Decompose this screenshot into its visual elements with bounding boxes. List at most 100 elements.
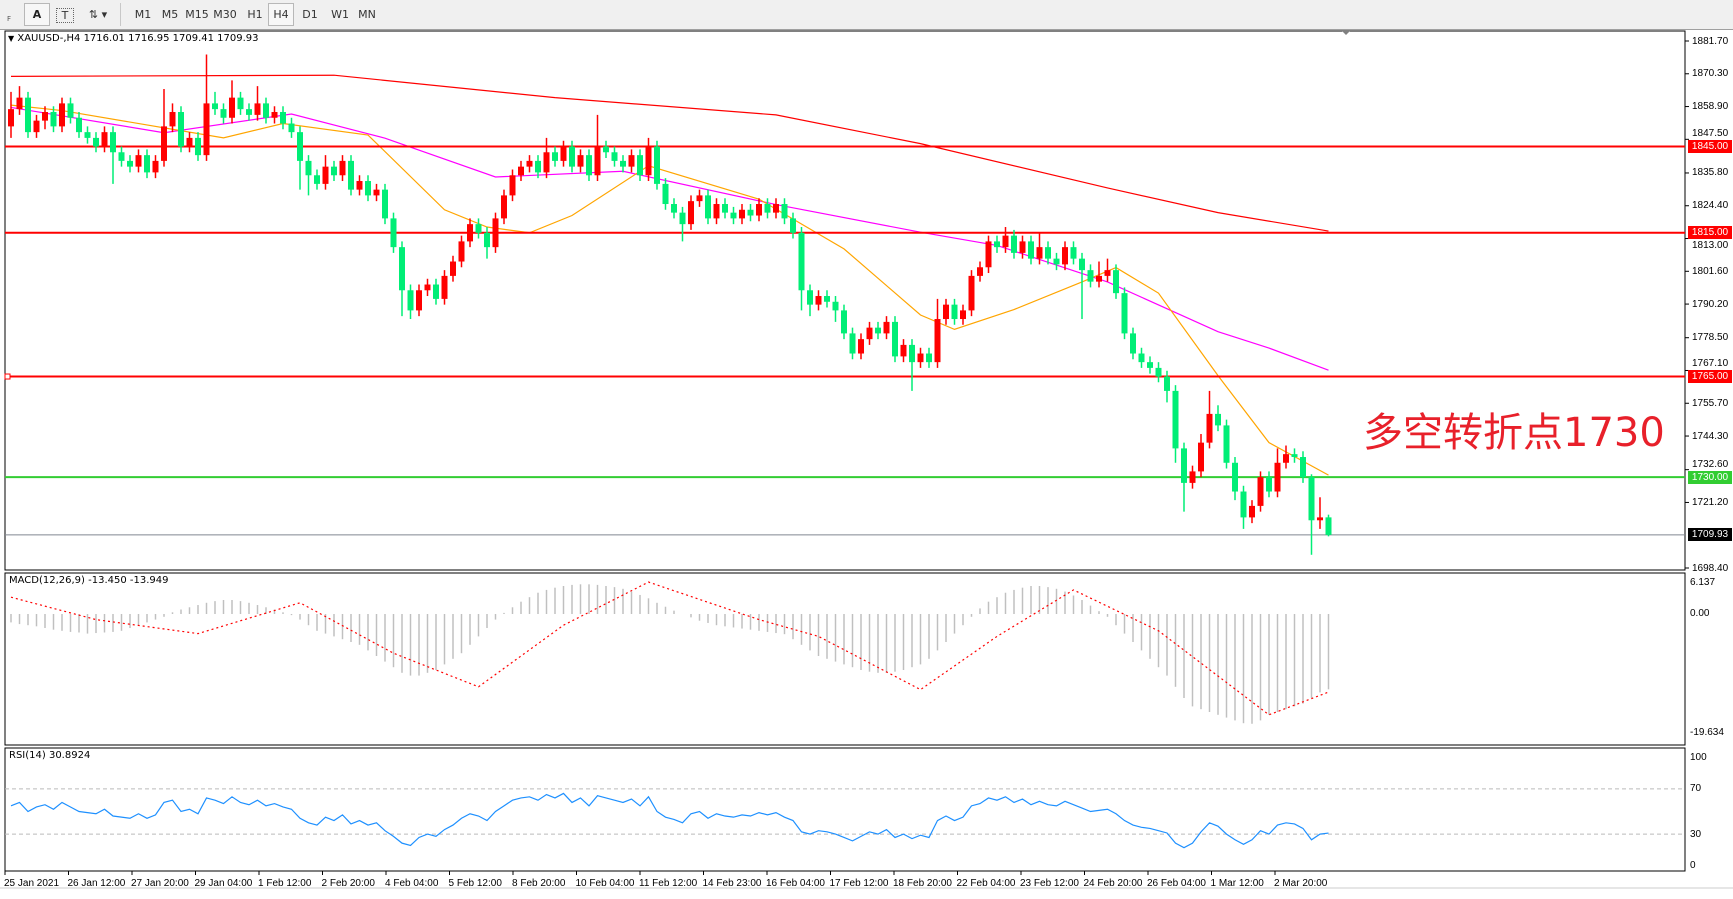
candle-bearish <box>994 241 1000 248</box>
chart-shift-marker-icon[interactable] <box>1342 31 1350 35</box>
candle-bearish <box>1011 235 1017 253</box>
timeframe-mn-button[interactable]: MN <box>358 8 376 21</box>
price-axis-label: 1801.60 <box>1692 265 1729 277</box>
candle-bearish <box>305 160 312 176</box>
candle-bullish <box>373 189 380 196</box>
candle-bullish <box>560 146 567 161</box>
timeframe-d1-button[interactable]: D1 <box>302 8 318 21</box>
candle-bearish <box>433 284 439 299</box>
candle-bullish <box>186 137 193 147</box>
price-axis-label: 1858.90 <box>1692 101 1729 113</box>
dropdown-arrow-icon: ▾ <box>101 8 108 21</box>
rsi-pane-frame <box>4 747 1686 872</box>
level-line-handle[interactable] <box>4 373 11 380</box>
price-axis-label: 1824.40 <box>1692 200 1729 212</box>
candle-bullish <box>501 195 507 219</box>
price-axis-label: 1881.70 <box>1692 35 1729 47</box>
macd-title: MACD(12,26,9) -13.450 -13.949 <box>9 575 169 586</box>
level-price-tag: 1730.00 <box>1688 470 1732 484</box>
candle-bearish <box>824 296 830 302</box>
candle-bullish <box>688 201 694 225</box>
candle-bearish <box>76 117 82 133</box>
candle-bearish <box>586 155 592 176</box>
timeframe-m5-button[interactable]: M5 <box>161 8 179 21</box>
candle-bullish <box>815 296 822 305</box>
timeframe-w1-button[interactable]: W1 <box>331 8 349 21</box>
candle-bearish <box>603 146 609 153</box>
timeframe-h1-button[interactable]: H1 <box>247 8 263 21</box>
candle-bullish <box>1002 235 1009 248</box>
candle-bearish <box>662 183 669 205</box>
candle-bearish <box>569 146 575 167</box>
timeframe-m1-button[interactable]: M1 <box>134 8 152 21</box>
candle-bearish <box>1113 270 1119 294</box>
candle-bearish <box>730 212 737 219</box>
candle-bullish <box>416 290 422 311</box>
rsi-line <box>10 792 1329 849</box>
text-label-tool-button[interactable]: T <box>56 8 74 23</box>
time-axis-label: 16 Feb 04:00 <box>766 878 825 889</box>
candle-bearish <box>535 160 541 173</box>
candle-bearish <box>195 137 201 156</box>
time-axis-label: 11 Feb 12:00 <box>639 878 698 889</box>
moving-average-short <box>10 104 1329 476</box>
rsi-title: RSI(14) 30.8924 <box>9 750 91 761</box>
text-label-icon: T <box>61 9 69 22</box>
collapse-triangle-icon[interactable]: ▼ <box>8 34 15 43</box>
candle-bullish <box>943 304 949 320</box>
text-tool-button[interactable]: A <box>24 3 50 26</box>
candle-bullish <box>739 209 745 219</box>
candle-bullish <box>509 175 516 196</box>
candle-bullish <box>594 146 601 176</box>
macd-axis-label: -19.634 <box>1690 727 1724 738</box>
candle-bearish <box>331 166 337 176</box>
candle-bullish <box>1257 477 1264 506</box>
candle-bearish <box>654 146 660 184</box>
chart-window[interactable]: ▼ XAUUSD-,H4 1716.01 1716.95 1709.41 170… <box>0 30 1733 899</box>
candle-bearish <box>1070 247 1077 259</box>
candle-bearish <box>407 290 414 311</box>
candle-bullish <box>985 241 992 268</box>
arrows-tool-button[interactable]: ⇅ ▾ <box>82 4 114 25</box>
rsi-axis-label: 70 <box>1690 783 1702 794</box>
candle-bullish <box>628 155 635 167</box>
time-axis-label: 10 Feb 04:00 <box>575 878 635 889</box>
candle-bullish <box>1019 241 1026 253</box>
candle-bearish <box>1028 241 1034 259</box>
time-axis-label: 24 Feb 20:00 <box>1083 878 1143 889</box>
candle-bearish <box>1087 270 1094 282</box>
candle-bullish <box>543 152 550 173</box>
candle-bullish <box>934 319 941 363</box>
candle-bearish <box>365 181 371 196</box>
candle-bullish <box>152 160 159 173</box>
candle-bearish <box>832 301 839 311</box>
timeframe-m15-button[interactable]: M15 <box>185 8 209 21</box>
candle-bullish <box>577 155 584 167</box>
candle-bearish <box>1155 367 1162 377</box>
candle-bearish <box>348 160 354 190</box>
time-axis-label: 4 Feb 04:00 <box>385 878 439 889</box>
candle-bearish <box>1291 454 1298 458</box>
candle-bearish <box>781 204 788 219</box>
time-axis-label: 2 Feb 20:00 <box>321 878 375 889</box>
macd-axis-label: 6.137 <box>1690 577 1716 588</box>
grid-tool-button[interactable]: F <box>1 4 17 25</box>
candle-bullish <box>101 132 108 147</box>
candle-bearish <box>1308 477 1315 521</box>
candle-bearish <box>620 160 626 167</box>
price-axis-label: 1847.50 <box>1692 128 1729 139</box>
candle-bearish <box>841 310 847 334</box>
timeframe-m30-button[interactable]: M30 <box>213 8 237 21</box>
timeframe-h4-button[interactable]: H4 <box>268 3 294 26</box>
chart-canvas[interactable] <box>0 30 1733 899</box>
rsi-axis-label: 30 <box>1690 829 1702 840</box>
candle-bullish <box>16 97 23 110</box>
rsi-axis-label: 100 <box>1690 752 1707 763</box>
candle-bullish <box>169 112 176 127</box>
price-axis-label: 1744.30 <box>1692 430 1729 442</box>
candle-bearish <box>382 189 388 219</box>
candle-bearish <box>1164 376 1170 391</box>
candle-bullish <box>696 195 703 202</box>
candle-bullish <box>1096 275 1102 282</box>
price-axis-label: 1835.80 <box>1692 167 1729 179</box>
